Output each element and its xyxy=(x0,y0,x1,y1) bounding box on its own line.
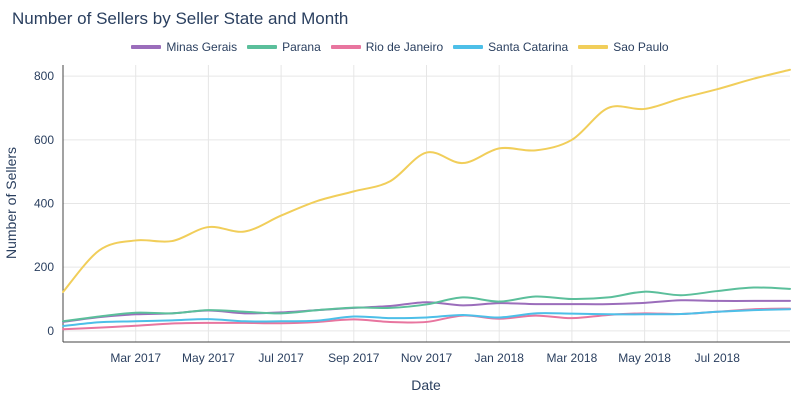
x-tick-label: Nov 2017 xyxy=(401,351,453,365)
series-line-santa-catarina[interactable] xyxy=(62,308,791,328)
x-tick-label: Mar 2017 xyxy=(110,351,161,365)
series-line-sao-paulo[interactable] xyxy=(62,68,791,294)
chart-title: Number of Sellers by Seller State and Mo… xyxy=(12,9,349,28)
y-tick-label: 800 xyxy=(34,69,54,83)
x-tick-label: Mar 2018 xyxy=(547,351,598,365)
legend-item-minas-gerais[interactable]: Minas Gerais xyxy=(131,40,237,54)
y-tick-label: 200 xyxy=(34,260,54,274)
legend-item-parana[interactable]: Parana xyxy=(247,40,321,54)
grid xyxy=(63,65,790,342)
legend-item-sao-paulo[interactable]: Sao Paulo xyxy=(578,40,669,54)
x-tick-label: Jul 2017 xyxy=(258,351,304,365)
legend-item-santa-catarina[interactable]: Santa Catarina xyxy=(453,40,568,54)
legend-item-rio-de-janeiro[interactable]: Rio de Janeiro xyxy=(330,40,444,54)
x-tick-labels: Mar 2017 May 2017 Jul 2017 Sep 2017 Nov 2017… xyxy=(110,351,740,365)
x-tick-label: Jul 2018 xyxy=(695,351,741,365)
x-axis-title: Date xyxy=(411,377,441,393)
x-tick-label: Sep 2017 xyxy=(328,351,380,365)
legend-label-parana: Parana xyxy=(282,40,321,54)
legend-swatch-parana xyxy=(247,45,278,49)
series-line-parana[interactable] xyxy=(62,286,791,323)
y-axis-title: Number of Sellers xyxy=(3,147,19,259)
legend-label-rio-de-janeiro: Rio de Janeiro xyxy=(365,40,444,54)
legend: Minas Gerais Parana Rio de Janeiro Santa… xyxy=(0,40,800,54)
y-tick-labels: 0 200 400 600 800 xyxy=(34,69,54,338)
legend-swatch-santa-catarina xyxy=(453,45,484,49)
legend-label-sao-paulo: Sao Paulo xyxy=(613,40,669,54)
x-tick-label: Jan 2018 xyxy=(475,351,525,365)
x-tick-label: May 2018 xyxy=(618,351,671,365)
x-tick-label: May 2017 xyxy=(182,351,235,365)
series-lines xyxy=(62,68,791,331)
legend-label-santa-catarina: Santa Catarina xyxy=(488,40,569,54)
legend-swatch-rio-de-janeiro xyxy=(330,45,361,49)
y-tick-label: 600 xyxy=(34,133,54,147)
y-tick-label: 400 xyxy=(34,197,54,211)
legend-swatch-minas-gerais xyxy=(131,45,162,49)
legend-label-minas-gerais: Minas Gerais xyxy=(166,40,238,54)
y-tick-label: 0 xyxy=(47,324,54,338)
axes xyxy=(62,65,790,343)
legend-swatch-sao-paulo xyxy=(578,45,609,49)
